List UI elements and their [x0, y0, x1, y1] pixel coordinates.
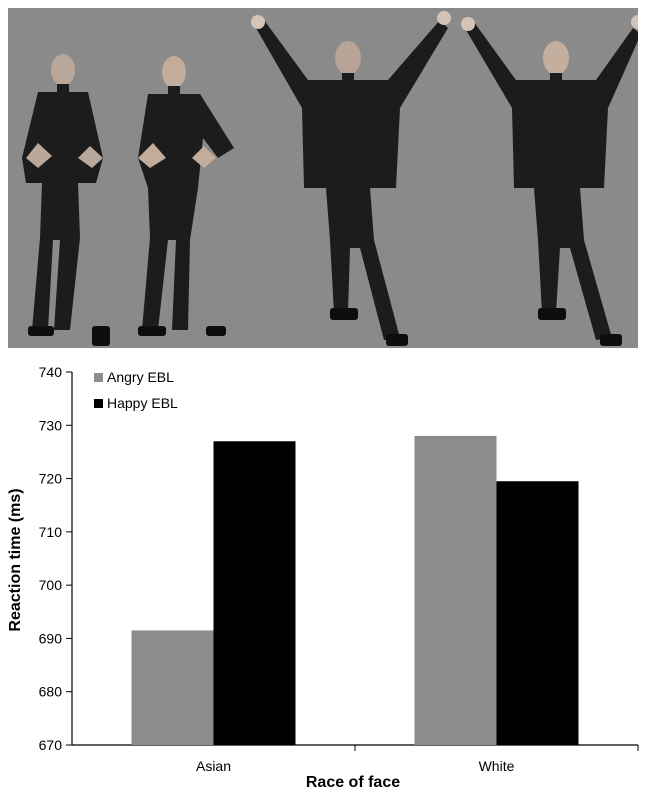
figure-happy-2: [461, 15, 638, 346]
legend-label: Angry EBL: [107, 369, 174, 385]
bar-white-happy-ebl: [496, 481, 579, 745]
figure-angry-1: [22, 54, 110, 346]
y-tick-label: 700: [39, 577, 63, 593]
y-tick-label: 740: [39, 364, 63, 380]
bar-white-angry-ebl: [414, 435, 497, 745]
legend-label: Happy EBL: [107, 395, 178, 411]
x-tick-label: White: [479, 758, 515, 774]
y-axis-title: Reaction time (ms): [7, 488, 24, 631]
stimulus-image: [8, 8, 638, 348]
y-tick-label: 670: [39, 737, 63, 753]
legend-swatch: [94, 373, 103, 382]
y-tick-label: 690: [39, 630, 63, 646]
bar-chart: 670 680 690 700 710 720 730 740 Asian White Angry …: [0, 355, 646, 795]
figure-angry-2: [138, 56, 234, 336]
x-tick-label: Asian: [196, 758, 231, 774]
y-tick-label: 730: [39, 417, 63, 433]
x-axis-title: Race of face: [306, 774, 400, 791]
bar-asian-angry-ebl: [131, 630, 214, 745]
bar-asian-happy-ebl: [213, 441, 296, 745]
y-tick-label: 710: [39, 524, 63, 540]
y-tick-label: 680: [39, 684, 63, 700]
figure-happy-1: [251, 11, 451, 346]
plot-area: 670 680 690 700 710 720 730 740 Asian White Angry …: [39, 364, 639, 774]
legend-swatch: [94, 399, 103, 408]
y-tick-label: 720: [39, 471, 63, 487]
